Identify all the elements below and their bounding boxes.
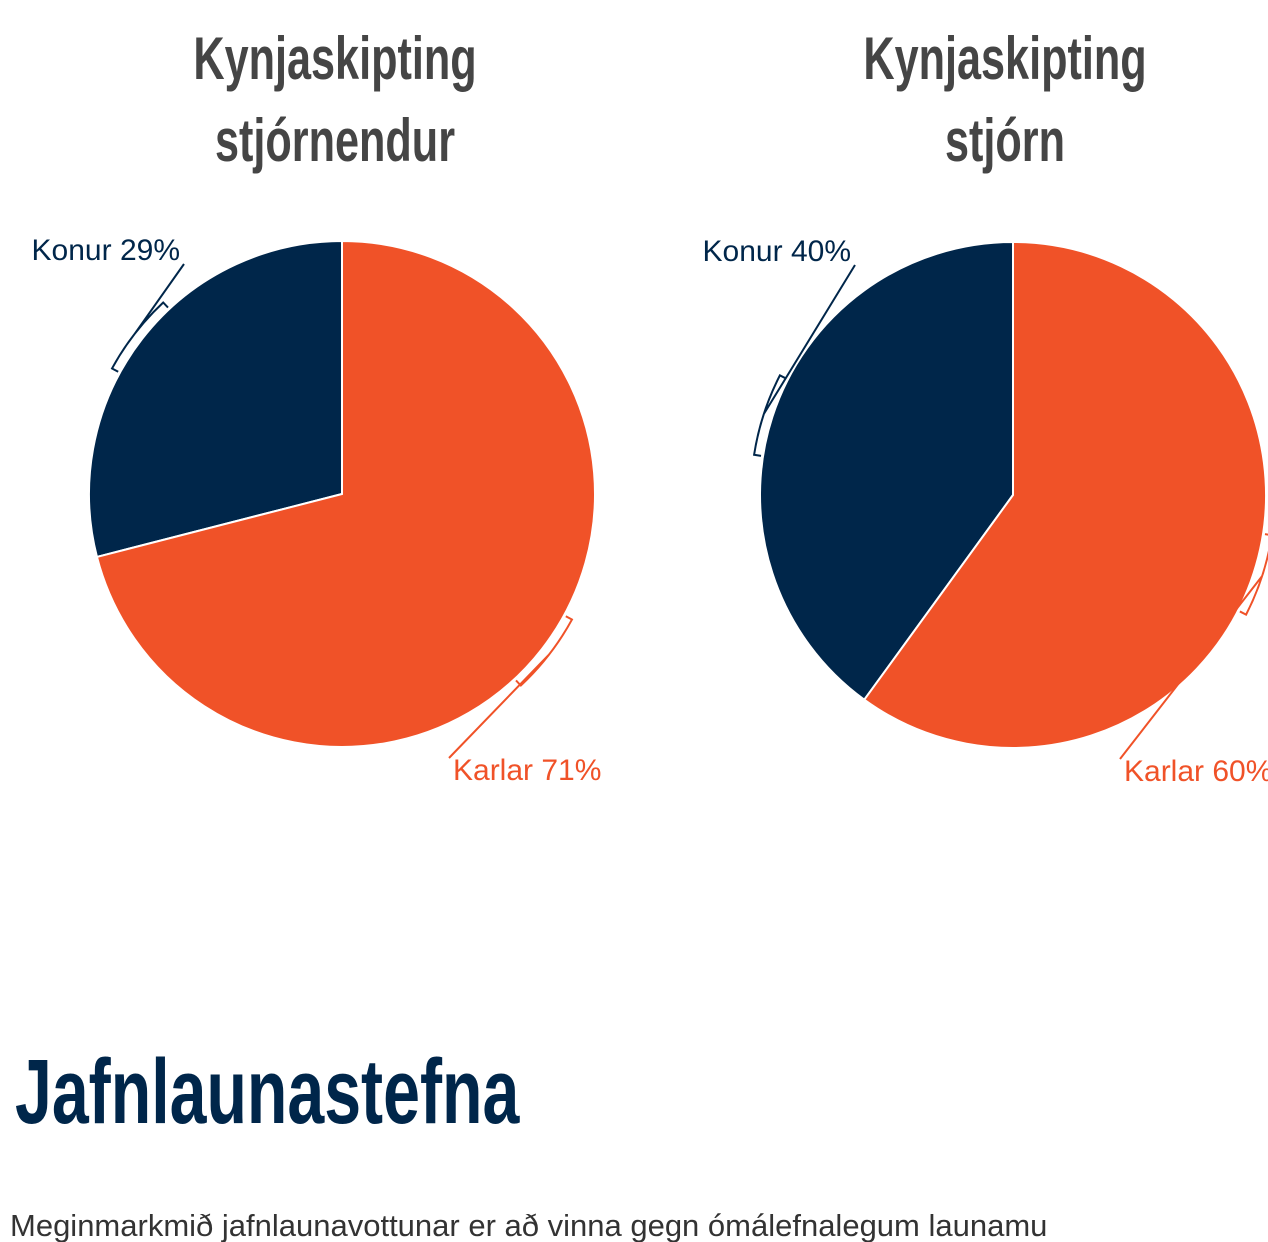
pie-slice [862,240,1267,749]
pie-slice [88,239,343,559]
slice-name: Konur [703,235,783,268]
leader-line [448,615,574,759]
leader-line [752,264,856,457]
slice-label: Konur 40% [703,235,851,268]
chart-title: Kynjaskipting stjórnendur [193,25,477,174]
slice-value: 60% [1212,755,1268,788]
paragraph: Meginmarkmið jafnlaunavottunar er að vin… [10,1208,1048,1242]
leader-line [1119,533,1268,760]
slice-label: Karlar 60% [1124,755,1268,788]
pie-slice [759,240,1014,702]
slice-label: Karlar 71% [453,754,601,787]
slice-value: 71% [541,754,601,787]
slice-name: Konur [32,234,112,267]
slice-value: 29% [120,234,180,267]
slice-label: Konur 29% [32,234,180,267]
pie-slice [95,239,596,748]
leader-line [110,263,185,373]
section-heading: Jafnlaunastefna [15,1041,520,1143]
slice-value: 40% [791,235,851,268]
chart-title: Kynjaskipting stjórn [863,25,1147,174]
slice-name: Karlar [1124,755,1204,788]
slice-name: Karlar [453,754,533,787]
